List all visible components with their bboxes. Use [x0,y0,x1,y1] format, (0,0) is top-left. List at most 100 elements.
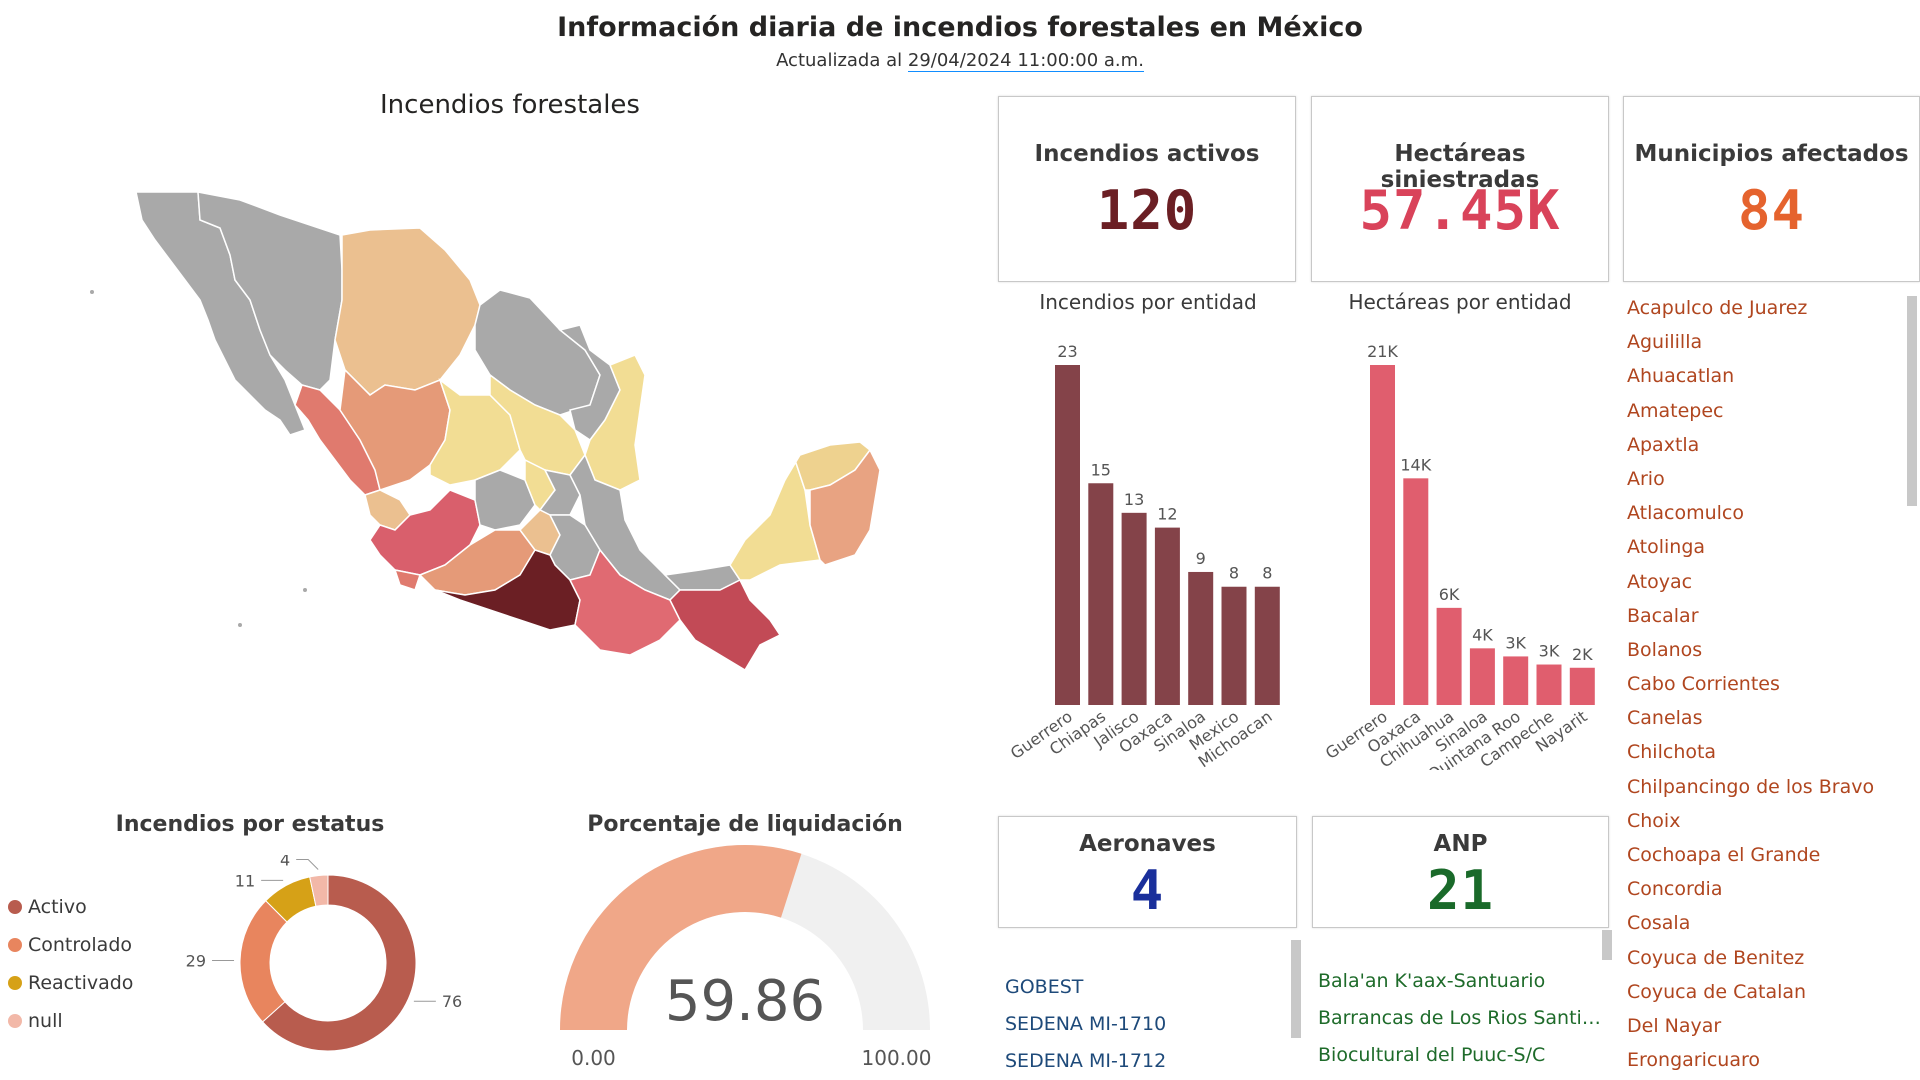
municipio-item[interactable]: Ario [1627,467,1665,490]
municipios-list[interactable]: Acapulco de Juarez Aguililla Ahuacatlan Ama… [1627,296,1907,1076]
donut-slice-1[interactable] [239,900,288,1023]
anp-item[interactable]: Biocultural del Puuc-S/C [1318,1044,1546,1066]
aeronaves-list[interactable]: GOBEST SEDENA MI-1710 SEDENA MI-1712 [1005,976,1285,1080]
bar-1-6[interactable] [1569,667,1595,705]
status-legend: Activo Controlado Reactivado null [8,888,168,1040]
subtitle-prefix: Actualizada al [776,50,908,71]
municipio-item[interactable]: Coyuca de Catalan [1627,980,1807,1003]
bar-1-3[interactable] [1469,648,1495,705]
bar-value-label-1-2: 6K [1439,585,1460,604]
legend-dot-icon [8,938,22,952]
municipio-item[interactable]: Choix [1627,809,1681,832]
chart-incendios-title: Incendios por entidad [1039,290,1257,314]
status-donut-chart[interactable]: 76 29 11 4 [170,855,470,1080]
legend-item-controlado[interactable]: Controlado [8,926,168,964]
anp-scrollbar[interactable] [1602,930,1612,960]
bar-value-label-0-0: 23 [1057,342,1077,361]
bar-0-0[interactable] [1055,365,1080,705]
chart-incendios-por-entidad[interactable]: 23Guerrero15Chiapas13Jalisco12Oaxaca9Sin… [995,320,1305,770]
kpi-municipios-afectados: Municipios afectados 84 [1623,96,1920,282]
mexico-map[interactable] [80,180,950,760]
municipio-item[interactable]: Aguililla [1627,331,1703,354]
status-chart-title: Incendios por estatus [115,812,385,837]
municipio-item[interactable]: Atlacomulco [1627,502,1745,525]
municipio-item[interactable]: Amatepec [1627,399,1724,422]
municipio-item[interactable]: Erongaricuaro [1627,1049,1761,1072]
chart-hectareas-por-entidad[interactable]: 21KGuerrero14KOaxaca6KChihuahua4KSinaloa… [1310,320,1620,770]
legend-label: Reactivado [28,972,134,994]
gauge-min-label: 0.00 [571,1046,616,1070]
state-chiapas[interactable] [669,578,782,672]
liquidacion-gauge[interactable]: 59.86 0.00 100.00 [550,845,940,1080]
municipios-scrollbar[interactable] [1907,296,1917,506]
municipio-item[interactable]: Canelas [1627,707,1703,730]
kpi-anp-value: 21 [1426,859,1495,922]
gauge-value: 59.86 [665,969,825,1034]
bar-1-5[interactable] [1536,664,1562,705]
gauge-max-label: 100.00 [862,1046,932,1070]
anp-list[interactable]: Bala'an K'aax-Santuario Barrancas de Los … [1318,970,1618,1080]
bar-value-label-1-3: 4K [1472,625,1493,644]
bar-value-label-0-1: 15 [1091,460,1111,479]
municipio-item[interactable]: Cabo Corrientes [1627,673,1780,696]
aeronaves-scrollbar[interactable] [1291,940,1301,1038]
municipio-item[interactable]: Ahuacatlan [1627,365,1735,388]
municipio-item[interactable]: Concordia [1627,878,1723,901]
aeronave-item[interactable]: SEDENA MI-1710 [1005,1013,1167,1035]
municipio-item[interactable]: Coyuca de Benitez [1627,946,1805,969]
legend-dot-icon [8,1014,22,1028]
aeronave-item[interactable]: SEDENA MI-1712 [1005,1050,1167,1072]
map-title: Incendios forestales [380,90,640,120]
donut-value-label-3: 4 [280,855,290,870]
bar-0-5[interactable] [1221,586,1247,705]
gauge-fill[interactable] [560,845,802,1030]
municipio-item[interactable]: Atoyac [1627,570,1693,593]
kpi-hectareas-label: Hectáreas siniestradas [1380,141,1540,193]
bar-1-1[interactable] [1403,478,1429,705]
bar-0-1[interactable] [1088,483,1114,705]
bar-0-2[interactable] [1121,512,1147,705]
municipio-item[interactable]: Bacalar [1627,604,1699,627]
bar-0-6[interactable] [1254,586,1280,705]
legend-label: Controlado [28,934,133,956]
bar-value-label-1-0: 21K [1367,342,1398,361]
state-guanajuato[interactable] [474,469,536,531]
municipio-item[interactable]: Atolinga [1627,536,1706,559]
municipio-item[interactable]: Chilpancingo de los Bravo [1627,775,1875,798]
bar-1-2[interactable] [1436,607,1462,705]
state-colima[interactable] [393,569,421,591]
municipio-item[interactable]: Cosala [1627,912,1691,935]
state-chihuahua[interactable] [334,227,481,396]
bar-0-4[interactable] [1188,571,1214,705]
state-jalisco[interactable] [369,489,481,576]
municipio-item[interactable]: Del Nayar [1627,1014,1722,1037]
municipio-item[interactable]: Chilchota [1627,741,1717,764]
bar-value-label-1-5: 3K [1539,642,1560,661]
update-date-link[interactable]: 29/04/2024 11:00:00 a.m. [907,50,1144,72]
aeronave-item[interactable]: GOBEST [1005,976,1084,998]
donut-slice-3[interactable] [309,874,329,907]
page-subtitle: Actualizada al 29/04/2024 11:00:00 a.m. [0,50,1920,72]
state-quintana-roo[interactable] [809,448,881,566]
municipio-item[interactable]: Apaxtla [1627,433,1700,456]
municipio-item[interactable]: Bolanos [1627,638,1703,661]
donut-value-label-2: 11 [235,871,255,890]
kpi-incendios-activos: Incendios activos 120 [998,96,1296,282]
bar-0-3[interactable] [1154,527,1180,705]
bar-1-0[interactable] [1370,365,1395,705]
bar-1-4[interactable] [1503,656,1529,705]
kpi-municipios-value: 84 [1737,179,1806,242]
legend-item-null[interactable]: null [8,1002,168,1040]
anp-item[interactable]: Bala'an K'aax-Santuario [1318,970,1546,992]
legend-item-reactivado[interactable]: Reactivado [8,964,168,1002]
donut-slice-0[interactable] [261,874,417,1052]
anp-item[interactable]: Barrancas de Los Rios Santiago... [1318,1007,1608,1029]
kpi-hectareas-value: 57.45K [1359,179,1561,242]
municipio-item[interactable]: Cochoapa el Grande [1627,844,1821,866]
donut-value-label-0: 76 [442,992,462,1011]
legend-item-activo[interactable]: Activo [8,888,168,926]
municipio-item[interactable]: Acapulco de Juarez [1627,297,1808,319]
state-campeche[interactable] [729,458,821,581]
bar-value-label-0-5: 8 [1229,564,1239,583]
bar-value-label-0-3: 12 [1157,505,1177,524]
